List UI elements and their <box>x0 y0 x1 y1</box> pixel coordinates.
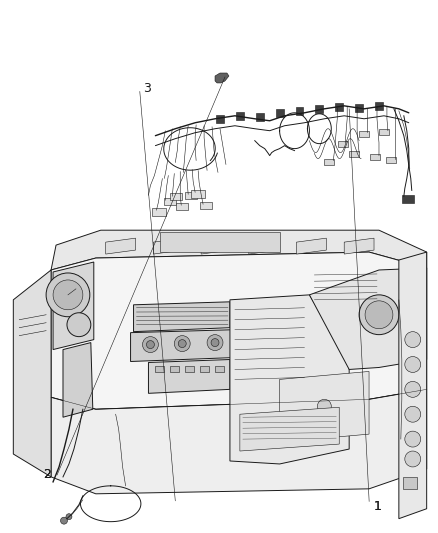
Polygon shape <box>13 270 51 477</box>
Bar <box>185 192 197 199</box>
Text: 2: 2 <box>43 469 51 481</box>
Text: 2: 2 <box>43 469 51 481</box>
Circle shape <box>53 280 83 310</box>
Bar <box>216 115 224 123</box>
Circle shape <box>405 332 421 348</box>
Circle shape <box>146 341 155 349</box>
Bar <box>160 232 279 252</box>
Bar <box>155 367 164 373</box>
Bar <box>236 112 244 120</box>
Circle shape <box>142 337 159 352</box>
Bar <box>164 198 176 205</box>
Bar <box>256 113 264 121</box>
Polygon shape <box>230 295 349 464</box>
Bar <box>200 367 209 373</box>
Bar <box>386 157 396 163</box>
Bar <box>359 131 369 136</box>
Polygon shape <box>134 302 230 332</box>
Text: 1: 1 <box>374 499 382 513</box>
Bar <box>170 367 179 373</box>
Polygon shape <box>53 262 94 350</box>
Bar <box>296 107 304 115</box>
Bar <box>402 196 414 203</box>
Polygon shape <box>249 238 279 254</box>
Text: 1: 1 <box>374 499 382 513</box>
Bar <box>315 105 323 113</box>
Bar <box>335 103 343 111</box>
Circle shape <box>178 340 186 348</box>
Circle shape <box>60 517 67 524</box>
Bar <box>403 477 417 489</box>
Polygon shape <box>344 238 374 254</box>
Polygon shape <box>240 407 339 451</box>
Circle shape <box>405 406 421 422</box>
Polygon shape <box>51 230 427 270</box>
Polygon shape <box>51 252 427 409</box>
Polygon shape <box>399 252 427 519</box>
Polygon shape <box>63 343 93 417</box>
Circle shape <box>359 295 399 335</box>
Polygon shape <box>297 238 326 254</box>
Circle shape <box>46 273 90 317</box>
Polygon shape <box>131 330 235 361</box>
Circle shape <box>211 338 219 346</box>
Bar <box>355 104 363 112</box>
Circle shape <box>67 313 91 337</box>
Bar <box>152 208 166 216</box>
Polygon shape <box>51 389 427 494</box>
Bar <box>338 141 348 147</box>
Bar <box>276 109 283 117</box>
Circle shape <box>405 431 421 447</box>
Circle shape <box>405 382 421 397</box>
Circle shape <box>318 399 331 413</box>
Circle shape <box>174 336 190 352</box>
Circle shape <box>405 451 421 467</box>
Polygon shape <box>279 372 369 442</box>
Bar <box>349 151 359 157</box>
Bar <box>370 154 380 159</box>
Circle shape <box>365 301 393 329</box>
Circle shape <box>207 335 223 351</box>
Bar <box>170 193 182 200</box>
Polygon shape <box>148 360 230 393</box>
Bar <box>185 367 194 373</box>
Bar <box>375 102 383 110</box>
Circle shape <box>66 514 72 520</box>
Circle shape <box>405 357 421 373</box>
Bar <box>379 129 389 135</box>
Bar <box>191 190 205 198</box>
Bar <box>176 203 188 211</box>
Text: 3: 3 <box>143 83 151 95</box>
Bar <box>324 158 334 165</box>
Polygon shape <box>106 238 135 254</box>
Polygon shape <box>309 268 427 369</box>
Bar <box>200 203 212 209</box>
Polygon shape <box>201 238 231 254</box>
Bar <box>215 367 224 373</box>
Polygon shape <box>153 238 183 254</box>
Polygon shape <box>215 73 229 83</box>
